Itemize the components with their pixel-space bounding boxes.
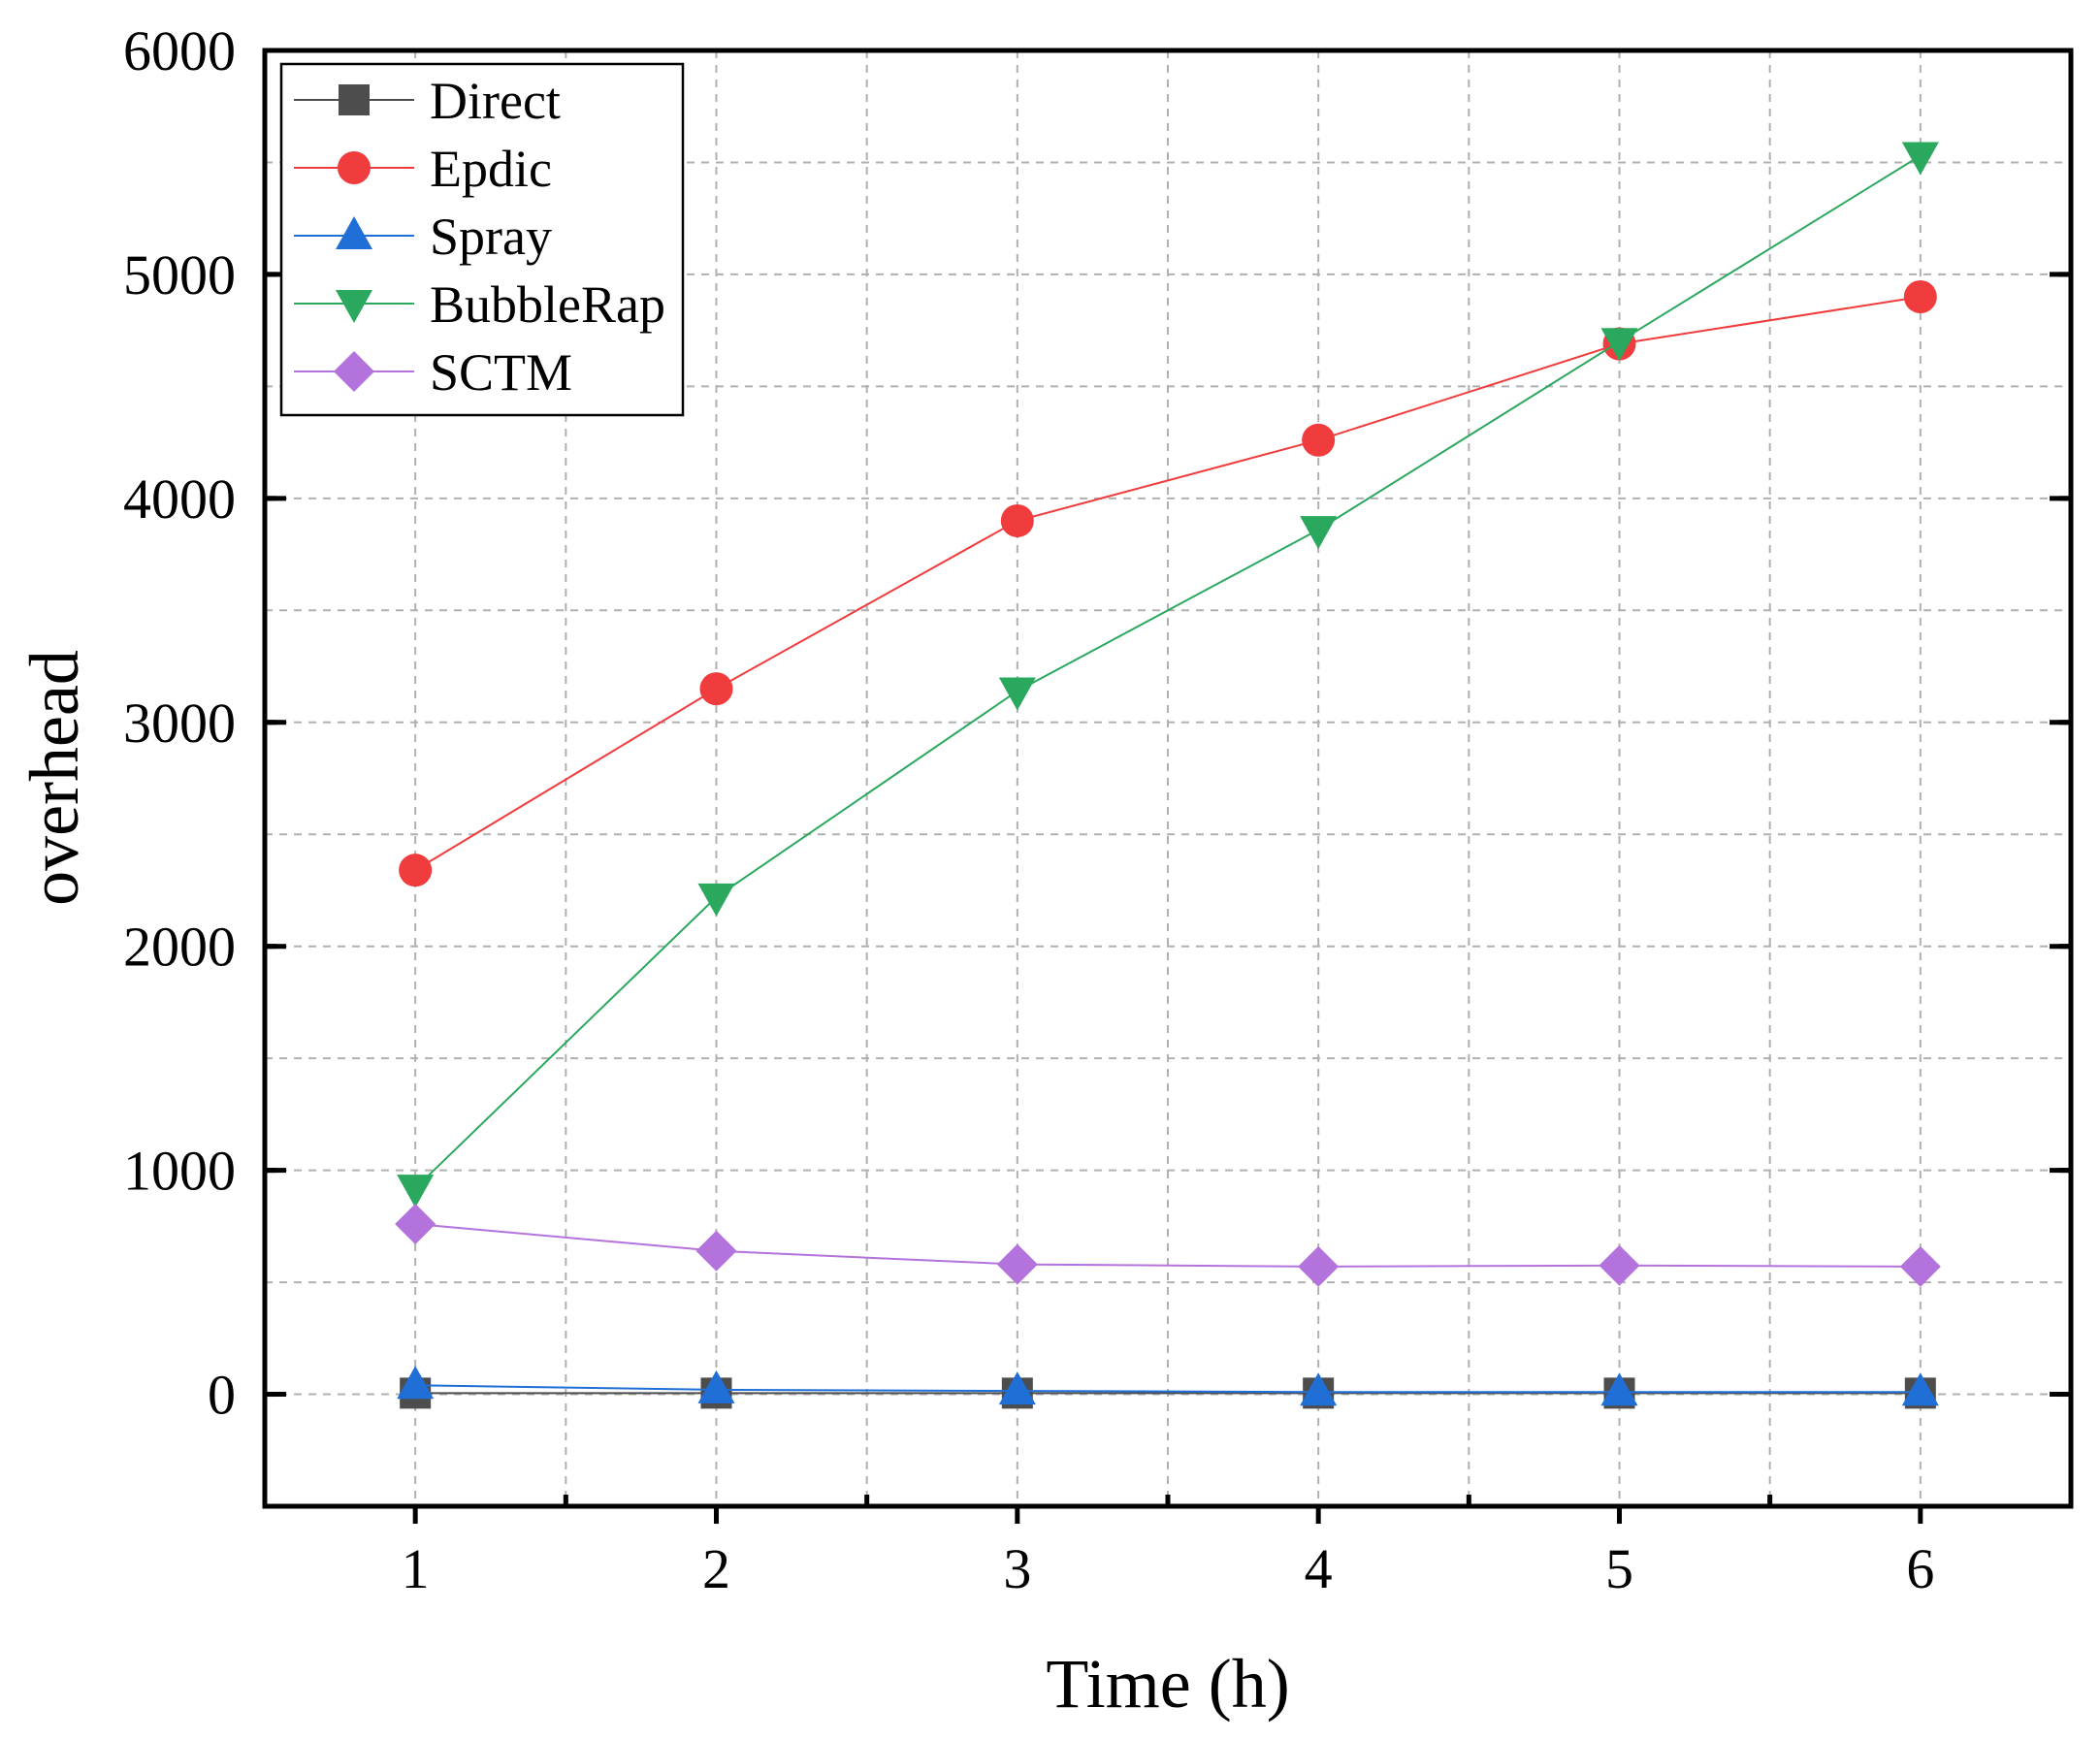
legend-label-sctm: SCTM [430,343,572,402]
point-bubblerap [397,1175,435,1208]
tick-layer: 1 2 3 4 5 6 0 1000 2000 3000 4000 5000 6000 [123,19,2071,1600]
point-sctm [1298,1245,1340,1287]
series-line-bubblerap [414,154,1922,1189]
y-tick-label: 3000 [123,692,236,755]
point-sctm [1899,1245,1941,1287]
x-tick-label: 4 [1305,1537,1333,1600]
point-epdic [399,854,433,887]
point-bubblerap [697,883,735,917]
x-tick-label: 1 [402,1537,430,1600]
point-spray [1300,1372,1338,1406]
y-tick-label: 5000 [123,243,236,306]
x-tick-label: 2 [702,1537,730,1600]
y-tick-label: 0 [208,1364,236,1427]
point-sctm [395,1204,436,1245]
point-epdic [1903,280,1937,314]
y-tick-label: 2000 [123,916,236,979]
point-spray [697,1369,735,1403]
point-bubblerap [998,677,1036,711]
point-bubblerap [1901,142,1939,176]
series-line-spray [415,1384,1921,1394]
point-bubblerap [1300,516,1338,550]
y-axis-label: overhead [16,650,93,906]
legend-label-spray: Spray [430,208,552,266]
point-sctm [1599,1244,1640,1286]
point-spray [1901,1372,1939,1406]
x-tick-label: 5 [1605,1537,1633,1600]
point-epdic [1302,423,1336,457]
legend: Direct Epdic Spray BubbleRap SCTM [279,62,685,417]
point-spray [998,1371,1036,1405]
x-tick-label: 6 [1906,1537,1934,1600]
point-spray [397,1366,435,1400]
y-tick-label: 4000 [123,467,236,531]
y-tick-label: 1000 [123,1140,236,1203]
legend-marker-bubblerap [336,290,372,323]
series-layer [395,142,1941,1409]
legend-marker-sctm [334,351,374,392]
legend-marker-spray [336,216,372,249]
legend-label-direct: Direct [430,72,561,130]
legend-marker-epdic [338,151,371,184]
legend-marker-direct [339,84,370,115]
legend-label-bubblerap: BubbleRap [430,275,665,334]
x-axis-label: Time (h) [1046,1645,1289,1723]
y-tick-label: 6000 [123,19,236,82]
point-sctm [695,1230,737,1272]
series-line-sctm [415,1223,1921,1268]
legend-label-epdic: Epdic [430,140,552,198]
point-sctm [996,1243,1038,1285]
series-line-epdic [414,296,1921,872]
point-epdic [699,672,733,706]
point-bubblerap [1600,328,1638,362]
point-spray [1600,1372,1638,1406]
point-epdic [1000,503,1034,537]
x-tick-label: 3 [1003,1537,1031,1600]
